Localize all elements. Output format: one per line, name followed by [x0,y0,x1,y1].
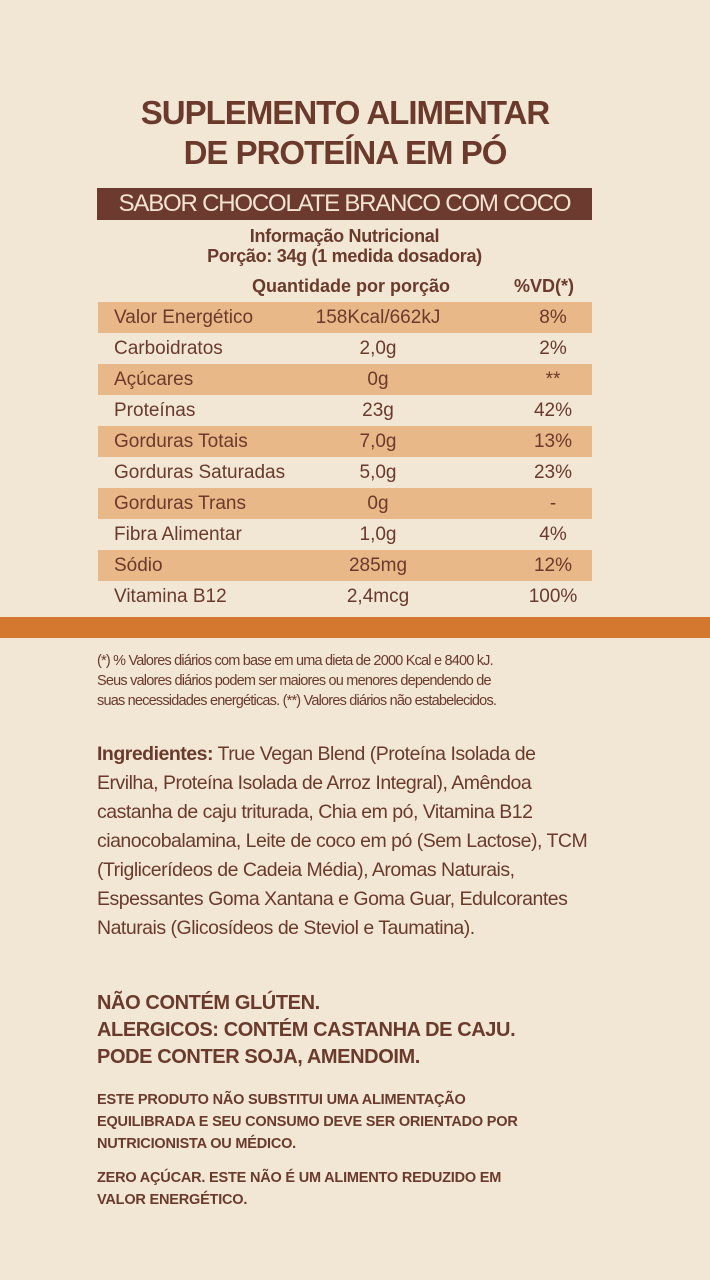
nutrient-name: Gorduras Totais [114,431,248,452]
nutrient-name: Açúcares [114,369,194,390]
nutrient-dv: 12% [533,555,573,576]
table-row: Açúcares 0g ** [98,364,592,395]
notice-line: VALOR ENERGÉTICO. [97,1192,248,1208]
nutrient-amount: 23g [362,400,394,421]
nutrient-amount: 5,0g [359,462,397,483]
nutrient-dv: 2% [539,338,567,359]
nutrient-name: Gorduras Saturadas [114,462,286,483]
product-title-line1: SUPLEMENTO ALIMENTAR [140,94,550,131]
table-row: Vitamina B12 2,4mcg 100% [98,581,592,612]
table-row: Gorduras Saturadas 5,0g 23% [98,457,592,488]
portion-text: Porção: 34g (1 medida dosadora) [207,246,482,266]
footnote-line: Seus valores diários podem ser maiores o… [97,673,492,689]
nutrient-dv: ** [545,369,561,390]
product-title-line2: DE PROTEÍNA EM PÓ [183,134,508,171]
nutrient-dv: 13% [533,431,573,452]
nutrient-amount: 0g [367,493,389,514]
nutrient-name: Vitamina B12 [114,586,227,607]
nutrient-dv: 4% [539,524,567,545]
header-dv: %VD(*) [514,276,575,296]
ingredients-text: True Vegan Blend (Proteína Isolada de Er… [97,743,588,939]
nutrient-dv: 23% [533,462,573,483]
allergen-warnings: NÃO CONTÉM GLÚTEN. ALERGICOS: CONTÉM CAS… [97,990,516,1071]
footnote: (*) % Valores diários com base em uma di… [97,651,617,711]
notice-line: NUTRICIONISTA OU MÉDICO. [97,1136,297,1152]
nutrient-amount: 2,0g [359,338,397,359]
nutrient-dv: 8% [539,307,567,328]
nutrient-amount: 285mg [348,555,408,576]
orange-divider [0,617,710,638]
notice-line: EQUILIBRADA E SEU CONSUMO DEVE SER ORIEN… [97,1114,518,1130]
notice-line: ESTE PRODUTO NÃO SUBSTITUI UMA ALIMENTAÇ… [97,1092,466,1108]
header-amount: Quantidade por porção [252,276,451,296]
table-row: Proteínas 23g 42% [98,395,592,426]
footnote-line: suas necessidades energéticas. (**) Valo… [97,693,497,709]
notice: ESTE PRODUTO NÃO SUBSTITUI UMA ALIMENTAÇ… [97,1089,518,1155]
ingredients-label: Ingredientes: [97,743,213,765]
warning-line: NÃO CONTÉM GLÚTEN. [97,992,320,1014]
flavor-banner: SABOR CHOCOLATE BRANCO COM COCO [97,188,592,220]
nutrient-name: Valor Energético [114,307,254,328]
table-row: Valor Energético 158Kcal/662kJ 8% [98,302,592,333]
nutrient-name: Fibra Alimentar [114,524,242,545]
nutrient-amount: 158Kcal/662kJ [315,307,441,328]
nutrient-amount: 7,0g [359,431,397,452]
table-row: Sódio 285mg 12% [98,550,592,581]
nutrient-amount: 2,4mcg [346,586,410,607]
table-row: Carboidratos 2,0g 2% [98,333,592,364]
table-row: Fibra Alimentar 1,0g 4% [98,519,592,550]
notice-line: ZERO AÇÚCAR. ESTE NÃO É UM ALIMENTO REDU… [97,1170,502,1186]
nutrient-name: Carboidratos [114,338,223,359]
nutrient-amount: 1,0g [359,524,397,545]
nutrient-name: Proteínas [114,400,196,421]
footnote-line: (*) % Valores diários com base em uma di… [97,653,494,669]
nutrient-amount: 0g [367,369,389,390]
warning-line: PODE CONTER SOJA, AMENDOIM. [97,1046,420,1068]
nutrient-name: Sódio [114,555,163,576]
table-row: Gorduras Trans 0g - [98,488,592,519]
nutrient-dv: - [549,493,557,514]
ingredients: Ingredientes: True Vegan Blend (Proteína… [97,740,597,943]
nutrient-name: Gorduras Trans [114,493,246,514]
nutrient-dv: 42% [533,400,573,421]
warning-line: ALERGICOS: CONTÉM CASTANHA DE CAJU. [97,1019,516,1041]
table-row: Gorduras Totais 7,0g 13% [98,426,592,457]
zero-sugar-notice: ZERO AÇÚCAR. ESTE NÃO É UM ALIMENTO REDU… [97,1167,501,1211]
nutrition-heading: Informação Nutricional [249,226,440,246]
nutrient-dv: 100% [528,586,578,607]
